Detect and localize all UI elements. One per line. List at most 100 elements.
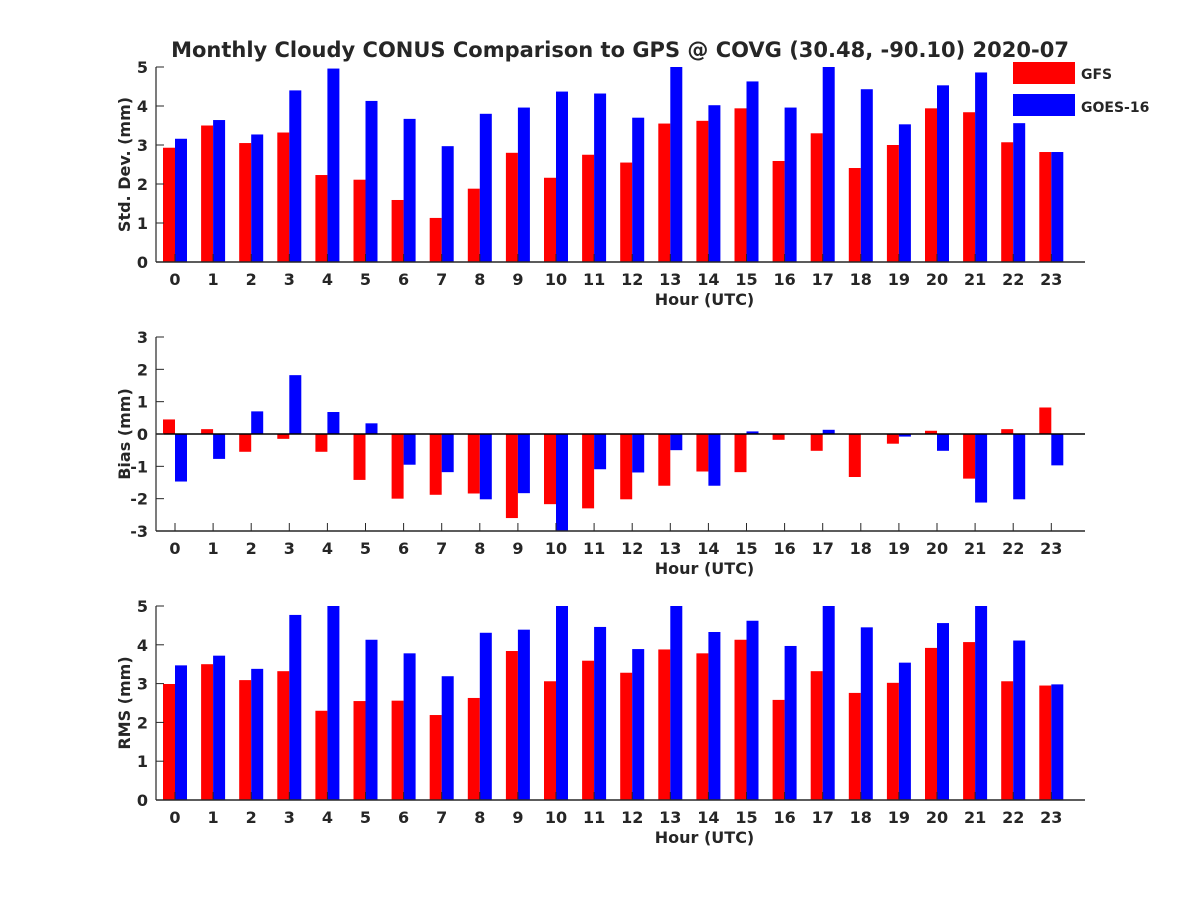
std-dev-bar-goes16-21 <box>975 72 988 263</box>
std-dev-ytick-label: 2 <box>137 175 148 194</box>
std-dev-xtick-label: 15 <box>735 270 757 289</box>
bias-xtick-label: 2 <box>246 539 257 558</box>
bias-bar-gfs-9 <box>505 434 518 519</box>
bias-bar-gfs-16 <box>772 434 785 440</box>
bias-bar-gfs-23 <box>1039 407 1052 434</box>
std-dev-ytick-label: 0 <box>137 253 148 272</box>
std-dev-xtick-label: 9 <box>512 270 523 289</box>
rms-bar-goes16-13 <box>670 606 683 800</box>
bias-xtick-label: 13 <box>659 539 681 558</box>
std-dev-ytick-label: 1 <box>137 214 148 233</box>
bias-bar-gfs-7 <box>429 434 442 495</box>
std-dev-bar-goes16-0 <box>175 138 187 262</box>
rms-xtick-label: 14 <box>697 808 719 827</box>
bias-bar-goes16-17 <box>822 429 835 434</box>
legend-label-goes16: GOES-16 <box>1081 100 1149 116</box>
rms-xtick-label: 23 <box>1040 808 1062 827</box>
std-dev-bar-gfs-13 <box>658 123 671 262</box>
rms-xtick-label: 4 <box>322 808 333 827</box>
std-dev-bar-gfs-0 <box>163 147 175 262</box>
rms-y-axis-label: RMS (mm) <box>115 656 134 749</box>
bias-bar-goes16-0 <box>175 434 187 482</box>
bias-bar-gfs-19 <box>886 434 899 444</box>
std-dev-xtick-label: 12 <box>621 270 643 289</box>
std-dev-xtick-label: 1 <box>208 270 219 289</box>
bias-bar-gfs-0 <box>163 419 175 434</box>
std-dev-y-axis-label: Std. Dev. (mm) <box>115 97 134 232</box>
bias-bar-gfs-1 <box>201 429 214 434</box>
rms-bar-goes16-12 <box>632 649 645 800</box>
std-dev-xtick-label: 21 <box>964 270 986 289</box>
bias-bar-goes16-11 <box>594 434 607 470</box>
bias-bar-goes16-12 <box>632 434 645 473</box>
rms-xtick-label: 11 <box>583 808 605 827</box>
rms-xtick-label: 13 <box>659 808 681 827</box>
std-dev-xtick-label: 13 <box>659 270 681 289</box>
rms-bar-gfs-3 <box>277 671 290 800</box>
rms-xtick-label: 17 <box>812 808 834 827</box>
std-dev-bar-gfs-14 <box>696 120 709 262</box>
rms-bar-gfs-2 <box>239 680 252 800</box>
std-dev-xtick-label: 11 <box>583 270 605 289</box>
legend-swatch-gfs <box>1013 62 1075 84</box>
bias-bar-gfs-14 <box>696 434 709 472</box>
bias-xtick-label: 19 <box>888 539 910 558</box>
rms-ytick-label: 3 <box>137 675 148 694</box>
rms-ytick-label: 1 <box>137 752 148 771</box>
bias-xtick-label: 5 <box>360 539 371 558</box>
rms-bar-gfs-19 <box>886 682 899 800</box>
bias-ytick-label: 2 <box>137 360 148 379</box>
bias-xtick-label: 3 <box>284 539 295 558</box>
std-dev-xtick-label: 17 <box>812 270 834 289</box>
rms-bar-gfs-17 <box>810 671 823 800</box>
bias-bar-goes16-9 <box>517 434 530 494</box>
rms-xtick-label: 3 <box>284 808 295 827</box>
std-dev-bar-gfs-4 <box>315 175 328 262</box>
std-dev-bar-gfs-1 <box>201 125 214 262</box>
rms-bar-gfs-1 <box>201 664 214 800</box>
std-dev-bar-goes16-9 <box>517 107 530 262</box>
rms-bar-goes16-9 <box>517 629 530 800</box>
std-dev-bar-goes16-22 <box>1013 123 1026 262</box>
rms-bar-goes16-23 <box>1051 684 1064 800</box>
bias-bar-gfs-8 <box>467 434 480 494</box>
bias-bar-gfs-12 <box>620 434 633 500</box>
rms-bar-goes16-2 <box>251 668 264 800</box>
rms-bar-goes16-1 <box>213 655 226 800</box>
std-dev-xtick-label: 4 <box>322 270 333 289</box>
bias-bar-goes16-2 <box>251 411 264 434</box>
bias-bar-goes16-3 <box>289 375 302 434</box>
bias-xtick-label: 9 <box>512 539 523 558</box>
std-dev-bar-gfs-2 <box>239 143 252 262</box>
std-dev-xtick-label: 7 <box>436 270 447 289</box>
bias-bar-goes16-15 <box>746 431 759 434</box>
bias-bar-goes16-20 <box>937 434 949 451</box>
bias-bar-gfs-10 <box>544 434 556 505</box>
std-dev-bar-goes16-16 <box>784 107 797 262</box>
figure-title: Monthly Cloudy CONUS Comparison to GPS @… <box>171 38 1069 62</box>
rms-xtick-label: 1 <box>208 808 219 827</box>
bias-xtick-label: 22 <box>1002 539 1024 558</box>
rms-xtick-label: 2 <box>246 808 257 827</box>
std-dev-xtick-label: 5 <box>360 270 371 289</box>
bias-bar-gfs-3 <box>277 434 290 439</box>
std-dev-bar-goes16-4 <box>327 68 340 262</box>
bias-x-axis-label: Hour (UTC) <box>655 559 755 578</box>
std-dev-bar-goes16-6 <box>403 118 416 263</box>
bias-xtick-label: 7 <box>436 539 447 558</box>
std-dev-xtick-label: 8 <box>474 270 485 289</box>
rms-bar-goes16-17 <box>822 606 835 800</box>
rms-ytick-label: 2 <box>137 713 148 732</box>
rms-xtick-label: 0 <box>169 808 180 827</box>
rms-bar-goes16-7 <box>441 676 454 800</box>
bias-ytick-label: -1 <box>130 457 148 476</box>
bias-ytick-label: -2 <box>130 490 148 509</box>
std-dev-bar-goes16-1 <box>213 120 226 262</box>
std-dev-bar-gfs-8 <box>467 188 480 262</box>
bias-bar-gfs-22 <box>1001 429 1014 434</box>
std-dev-bar-gfs-18 <box>848 168 861 262</box>
rms-bar-goes16-8 <box>479 632 492 800</box>
rms-ytick-label: 5 <box>137 597 148 616</box>
